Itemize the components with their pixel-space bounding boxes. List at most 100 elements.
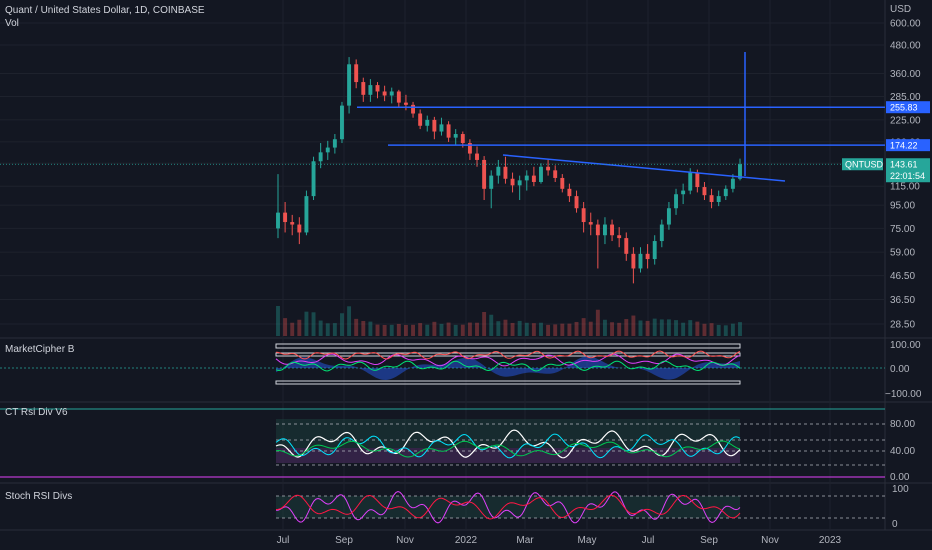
candle-body xyxy=(617,235,622,239)
mc-top-band xyxy=(275,343,741,349)
mc-wave-green xyxy=(275,360,741,372)
volume-bar xyxy=(290,322,295,336)
price-tick-label: 46.50 xyxy=(890,271,915,282)
candle-body xyxy=(368,85,373,95)
volume-bar xyxy=(716,324,721,336)
volume-bar xyxy=(382,324,387,336)
mc-axis-0: 0.00 xyxy=(890,364,910,375)
volume-bar xyxy=(588,321,593,336)
volume-bar xyxy=(375,324,380,336)
volume-bar xyxy=(553,324,558,336)
volume-bar xyxy=(340,313,344,336)
volume-bar xyxy=(517,320,522,336)
volume-bar xyxy=(688,320,693,336)
rsi-lines xyxy=(275,429,741,459)
volume-bar xyxy=(567,323,572,336)
volume-bar xyxy=(723,325,728,336)
drawings[interactable] xyxy=(0,52,885,182)
volume-bar xyxy=(361,320,366,336)
candle-body xyxy=(688,172,693,191)
level-tag-label: 174.22 xyxy=(890,141,918,151)
level-tag-bg xyxy=(886,139,930,152)
candle-body xyxy=(645,253,650,260)
candle-body xyxy=(425,119,430,126)
price-tick-label: 28.50 xyxy=(890,320,915,331)
candle-body xyxy=(453,134,458,138)
candle-body xyxy=(517,180,522,186)
volume-bar xyxy=(595,309,600,336)
volume-bar xyxy=(531,323,536,336)
price-tag-countdown: 22:01:54 xyxy=(890,171,925,181)
volume-bar xyxy=(297,319,302,336)
candle-body xyxy=(311,161,316,197)
volume-bar xyxy=(446,322,451,336)
candle-body xyxy=(539,166,543,182)
candle-body xyxy=(546,166,551,171)
rsi-axis-40: 40.00 xyxy=(890,446,915,457)
candle-body xyxy=(602,224,607,236)
candle-body xyxy=(418,113,423,126)
price-tick-label: 36.50 xyxy=(890,295,915,306)
volume-bar xyxy=(318,320,323,336)
stoch-title: Stoch RSI Divs xyxy=(5,491,72,502)
candle-body xyxy=(730,178,735,189)
time-tick-label: Jul xyxy=(277,535,290,546)
rsi-div-pane[interactable]: CT Rsi Div V6 80.00 40.00 0.00 xyxy=(0,407,915,483)
volume-bar xyxy=(283,318,288,336)
volume-bar xyxy=(276,306,280,336)
candle-body xyxy=(574,196,579,209)
volume-bar xyxy=(332,323,337,336)
time-tick-label: 2023 xyxy=(819,535,842,546)
candle-body xyxy=(332,139,337,148)
time-tick-label: Sep xyxy=(335,535,353,546)
time-tick-label: Nov xyxy=(761,535,779,546)
volume-bar xyxy=(411,324,416,336)
trend-line[interactable] xyxy=(502,154,786,182)
volume-bar xyxy=(489,314,494,336)
candle-body xyxy=(588,222,593,225)
volume-bar xyxy=(432,321,437,336)
candle-body xyxy=(411,104,416,114)
mc-axis-100: 100.00 xyxy=(890,340,921,351)
volume-bar xyxy=(645,320,650,336)
candle-body xyxy=(475,153,479,160)
volume-bar xyxy=(503,319,508,336)
candle-body xyxy=(702,187,707,196)
candle-body xyxy=(510,178,515,186)
volume-bar xyxy=(368,321,373,336)
price-tick-label: 75.00 xyxy=(890,224,915,235)
time-tick-label: May xyxy=(578,535,597,546)
candle-body xyxy=(716,196,721,202)
stoch-rsi-pane[interactable]: Stoch RSI Divs 100 0 xyxy=(5,484,909,530)
candle-body xyxy=(496,166,501,176)
time-tick-label: Sep xyxy=(700,535,718,546)
volume-bar xyxy=(510,322,515,336)
volume-bar xyxy=(631,315,636,336)
volume-bar xyxy=(617,322,622,336)
volume-bar xyxy=(674,320,678,336)
candle-body xyxy=(595,224,600,236)
rsi-axis-0: 0.00 xyxy=(890,472,910,483)
price-tick-label: 225.00 xyxy=(890,115,921,126)
volume-bar xyxy=(354,318,359,336)
price-tick-label: 360.00 xyxy=(890,69,921,80)
chart-header: Quant / United States Dollar, 1D, COINBA… xyxy=(5,4,205,30)
price-tick-label: 95.00 xyxy=(890,201,915,212)
candle-body xyxy=(347,64,352,106)
time-tick-label: Nov xyxy=(396,535,414,546)
price-tick-label: 285.00 xyxy=(890,92,921,103)
volume-bar xyxy=(624,319,629,336)
stoch-line-d xyxy=(275,494,741,520)
volume-bar xyxy=(546,324,551,336)
rsi-div-title: CT Rsi Div V6 xyxy=(5,407,68,418)
marketcipher-pane[interactable]: MarketCipher B 100.00 0.00 −100.00 xyxy=(0,340,922,400)
mc-axis-neg100: −100.00 xyxy=(885,389,922,400)
candle-body xyxy=(389,91,394,96)
volume-bar xyxy=(524,322,529,336)
time-axis[interactable]: Jul Sep Nov 2022 Mar May Jul Sep Nov 2023 xyxy=(277,535,842,546)
volume-bar xyxy=(439,323,444,336)
candle-body xyxy=(553,170,558,178)
candle-body xyxy=(709,195,714,202)
candle-body xyxy=(659,224,664,242)
